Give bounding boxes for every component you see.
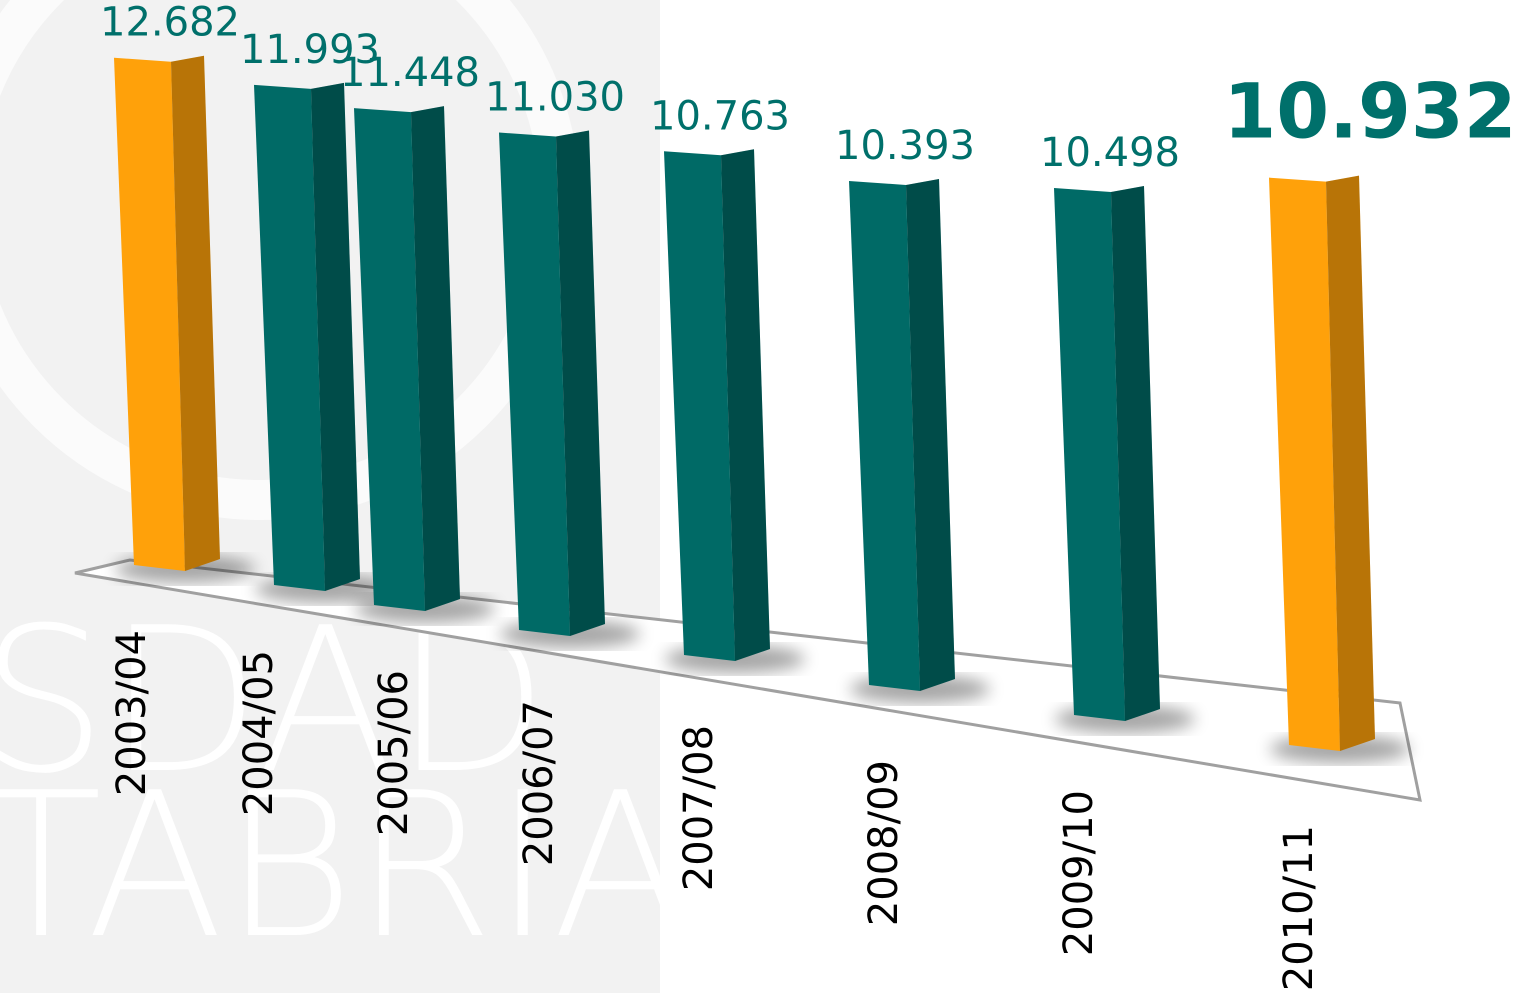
bar-side-shade	[1326, 175, 1375, 751]
bar-side	[1326, 175, 1375, 751]
value-label: 10.498	[1040, 130, 1180, 176]
x-tick-label: 2009/10	[1056, 790, 1102, 956]
x-tick-label: 2008/09	[861, 760, 907, 926]
value-label: 11.030	[485, 75, 625, 121]
value-label: 11.448	[340, 50, 480, 96]
watermark-text: TABRIA	[0, 750, 689, 983]
bar-side-shade	[1111, 186, 1160, 722]
value-label: 10.393	[835, 123, 975, 169]
x-tick-label: 2007/08	[676, 725, 722, 891]
x-tick-label: 2005/06	[371, 670, 417, 836]
bar-side	[556, 130, 605, 636]
bar-side	[1111, 186, 1160, 722]
x-tick-label: 2003/04	[109, 630, 155, 796]
bar	[1054, 188, 1125, 722]
bar-side-shade	[171, 55, 220, 572]
value-label: 11.993	[240, 27, 380, 73]
x-tick-label: 2006/07	[516, 700, 562, 866]
bar-side	[906, 178, 955, 691]
bar	[664, 151, 735, 661]
bar-side-shade	[906, 178, 955, 691]
x-tick-label: 2004/05	[236, 650, 282, 816]
bar-side	[411, 106, 460, 611]
bar	[114, 57, 185, 572]
bar-side-shade	[411, 106, 460, 611]
bar	[499, 132, 570, 636]
value-label: 10.763	[650, 93, 790, 139]
bar-side	[721, 149, 770, 661]
bar	[849, 180, 920, 691]
bar-side	[311, 82, 360, 591]
bar-side-shade	[311, 82, 360, 591]
value-label: 12.682	[100, 0, 240, 46]
x-tick-label: 2010/11	[1276, 825, 1322, 991]
bar	[1269, 177, 1340, 751]
bar-side	[171, 55, 220, 572]
bar-side-shade	[556, 130, 605, 636]
bar	[254, 84, 325, 591]
bars	[114, 55, 1410, 763]
bar-side-shade	[721, 149, 770, 661]
bar	[354, 108, 425, 611]
value-label: 10.932	[1223, 67, 1516, 156]
